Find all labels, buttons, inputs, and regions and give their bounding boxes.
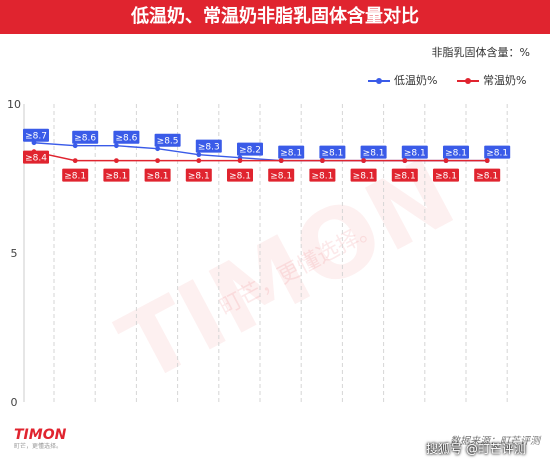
data-label-box-1 xyxy=(23,150,49,164)
legend-swatch-room-temp xyxy=(456,76,479,86)
chart-title: 低温奶、常温奶非脂乳固体含量对比 xyxy=(131,6,419,27)
legend-item-low-temp: 低温奶% xyxy=(368,72,437,88)
legend-swatch-low-temp xyxy=(368,76,390,86)
data-label-0: ≥8.7 xyxy=(25,132,47,142)
data-label-box-1 xyxy=(350,168,377,182)
data-label-0: ≥8.1 xyxy=(404,149,426,159)
data-label-box-1 xyxy=(103,168,130,182)
data-label-1: ≥8.1 xyxy=(311,172,333,182)
data-label-0: ≥8.1 xyxy=(321,149,343,159)
data-label-1: ≥8.1 xyxy=(476,172,498,182)
footer-logo: TIMON 町芒，更懂选择。 xyxy=(14,424,66,450)
data-source: 数据来源：町芒评测 xyxy=(450,436,540,447)
data-label-box-1 xyxy=(227,168,253,182)
footer-logo-slogan: 町芒，更懂选择。 xyxy=(14,443,63,450)
data-label-0: ≥8.5 xyxy=(157,137,179,147)
data-point-1 xyxy=(320,158,325,164)
data-label-1: ≥8.1 xyxy=(270,172,292,182)
data-label-box-0 xyxy=(360,145,387,159)
series-line-1 xyxy=(33,150,488,162)
data-point-1 xyxy=(402,158,408,164)
data-point-1 xyxy=(72,158,78,164)
data-point-1 xyxy=(196,158,202,164)
data-label-box-0 xyxy=(72,130,99,144)
data-label-1: ≥8.4 xyxy=(25,154,47,164)
platform-overlay: 搜狐号 @町芒评测 xyxy=(426,442,526,456)
data-point-1 xyxy=(114,158,119,164)
data-label-0: ≥8.1 xyxy=(280,149,302,159)
footer-logo-mark: TIMON xyxy=(14,427,67,443)
data-label-box-1 xyxy=(268,168,295,182)
data-label-1: ≥8.1 xyxy=(394,172,416,182)
data-label-box-0 xyxy=(23,128,49,142)
data-point-1 xyxy=(443,158,449,164)
data-label-box-0 xyxy=(154,133,181,147)
title-bar xyxy=(0,0,550,34)
data-label-box-1 xyxy=(144,168,171,182)
legend: 低温奶% 常温奶% xyxy=(368,72,542,88)
data-label-0: ≥8.2 xyxy=(239,146,261,156)
data-label-box-0 xyxy=(278,145,305,159)
y-tick-label: 5 xyxy=(11,247,18,260)
data-point-1 xyxy=(484,158,490,164)
data-label-box-0 xyxy=(113,130,140,144)
data-label-1: ≥8.1 xyxy=(64,172,86,182)
y-tick-label: 10 xyxy=(7,98,21,111)
data-point-1 xyxy=(237,158,243,164)
data-label-1: ≥8.1 xyxy=(105,172,127,182)
data-label-0: ≥8.1 xyxy=(363,149,385,159)
data-label-1: ≥8.1 xyxy=(188,172,210,182)
data-label-0: ≥8.1 xyxy=(486,149,508,159)
data-label-0: ≥8.3 xyxy=(198,143,220,153)
data-label-0: ≥8.6 xyxy=(74,134,96,144)
data-point-1 xyxy=(155,158,161,164)
data-label-1: ≥8.1 xyxy=(229,172,251,182)
data-label-box-0 xyxy=(443,145,469,159)
data-point-1 xyxy=(361,158,366,164)
legend-label-low-temp: 低温奶% xyxy=(394,74,438,87)
data-label-box-1 xyxy=(433,168,459,182)
data-label-box-0 xyxy=(195,139,222,153)
data-point-0 xyxy=(155,146,161,152)
data-label-box-1 xyxy=(62,168,89,182)
data-label-1: ≥8.1 xyxy=(147,172,169,182)
data-label-box-1 xyxy=(309,168,336,182)
data-label-0: ≥8.6 xyxy=(115,134,137,144)
legend-item-room-temp: 常温奶% xyxy=(456,72,527,88)
data-point-1 xyxy=(278,158,284,164)
unit-label: 非脂乳固体含量：% xyxy=(431,46,530,59)
data-label-box-0 xyxy=(401,145,428,159)
data-label-1: ≥8.1 xyxy=(353,172,375,182)
data-label-box-1 xyxy=(474,168,501,182)
data-label-0: ≥8.1 xyxy=(445,149,467,159)
data-label-box-1 xyxy=(185,168,212,182)
data-label-box-0 xyxy=(319,145,346,159)
data-label-1: ≥8.1 xyxy=(435,172,457,182)
y-tick-label: 0 xyxy=(11,396,18,409)
data-label-box-0 xyxy=(484,145,511,159)
legend-label-room-temp: 常温奶% xyxy=(482,74,527,87)
data-label-box-0 xyxy=(237,142,263,156)
data-point-0 xyxy=(114,143,119,149)
data-point-0 xyxy=(72,143,78,149)
data-label-box-1 xyxy=(391,168,418,182)
data-point-0 xyxy=(196,152,202,158)
